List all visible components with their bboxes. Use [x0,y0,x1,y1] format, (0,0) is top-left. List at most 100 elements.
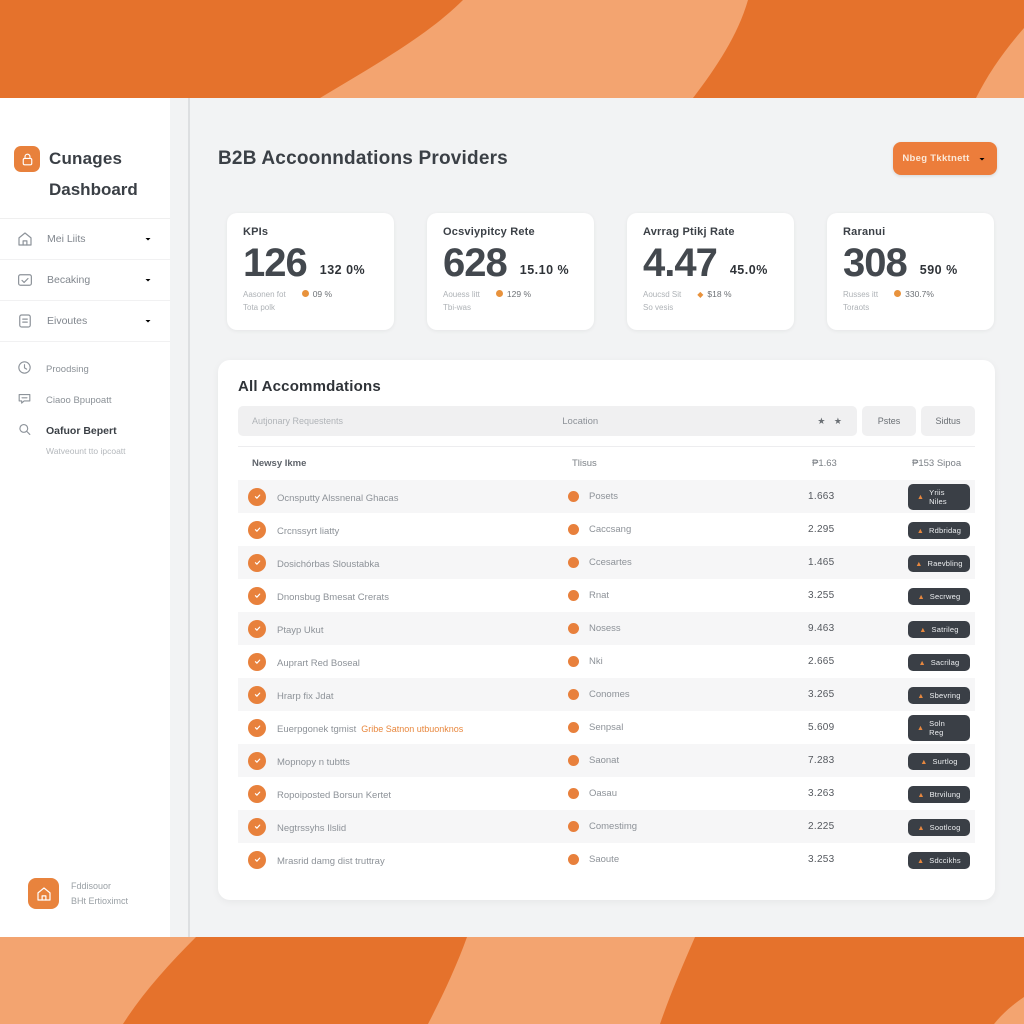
kpi-value: 308 [843,241,908,285]
accommodations-card: All Accommdations Autjonary Requestents … [218,360,995,900]
kpi-badge: 330.7% [894,288,934,299]
row-status-badge: ▲ Btrvilung [908,786,970,803]
kpi-badge: 09 % [301,288,332,299]
filter-main-segment[interactable]: Autjonary Requestents Location ★ ★ [238,406,857,436]
table-row[interactable]: Mopnopy n tubtts Saonat 7.283 ▲ Surtlog [238,744,975,777]
sidebar-secondary-item[interactable]: Oafuor Bepert Watveount tto ipcoatt [0,412,170,460]
flame-icon: ▲ [919,627,927,634]
flame-icon: ▲ [917,725,925,732]
kpi-badge-icon: ◆ [697,290,704,299]
kpi-cards: KPIs 126 132 0% Aasonen fot Tota polk 09… [227,213,994,330]
row-badge-text: Sootlcog [929,823,961,832]
check-icon [252,689,263,700]
secondary-item-icon [16,390,33,407]
row-badge-text: Soln Reg [929,718,945,737]
sidebar-nav-item[interactable]: Eivoutes [0,301,170,342]
row-name: Ptayp Ukut [277,624,324,636]
kpi-delta: 15.10 % [519,263,570,277]
status-dot-icon [568,854,579,865]
column-header-name[interactable]: Newsy Ikme [252,458,307,469]
table-header-row: Newsy Ikme Tlisus ₱1.63 ₱153 Sipoa [238,446,975,480]
kpi-subtext-line2: So vesis [643,303,674,312]
column-header-price[interactable]: ₱1.63 [812,458,837,469]
kpi-value: 126 [243,241,308,285]
status-dot-icon [568,557,579,568]
app-title-line1: Cunages [49,149,123,168]
row-status: Saoute [589,854,620,865]
house-icon [35,885,53,903]
table-row[interactable]: Dnonsbug Bmesat Crerats Rnat 3.255 ▲ Sec… [238,579,975,612]
sidebar-divider [0,218,170,219]
status-dot-icon [568,689,579,700]
secondary-item-subtext: Watveount tto ipcoatt [46,446,126,456]
kpi-card: Raranui 308 590 % Russes itt Toraots 330… [827,213,994,330]
filter-chip-rates[interactable]: Pstes [862,406,916,436]
row-avatar [248,685,266,704]
row-name: Ocnsputty Alssnenal Ghacas [277,492,399,504]
header-action-button[interactable]: Nbeg Tkktnett [893,142,997,175]
check-icon [252,821,263,832]
row-status-badge: ▲ Yriis Niles [908,483,970,510]
kpi-card: Avrrag Ptikj Rate 4.47 45.0% Aoucsd Sit … [627,213,794,330]
sidebar-nav-item[interactable]: Mei Liits [0,219,170,260]
sidebar-secondary-item[interactable]: Proodsing [0,350,170,381]
check-icon [252,524,263,535]
row-avatar [248,751,266,770]
row-status-badge: ▲ Rdbridag [908,522,970,539]
sidebar: Cunages Dashboard Mei Liits Becaking Eiv… [0,98,170,937]
row-badge-text: Surtlog [932,757,958,766]
kpi-subtext-line1: Russes itt [843,290,879,299]
row-price: 1.465 [808,557,835,568]
table-row[interactable]: Euerpgonek tgmist Gribe Satnon utbuonknos… [238,711,975,744]
table-row[interactable]: Ropoiposted Borsun Kertet Oasau 3.263 ▲ … [238,777,975,810]
row-status: Oasau [589,788,617,799]
status-dot-icon [568,524,579,535]
row-badge-text: Sacrilag [930,658,960,667]
table-row[interactable]: Mrasrid damg dist truttray Saoute 3.253 … [238,843,975,876]
column-header-status[interactable]: Tlisus [572,458,597,469]
nav-item-label: Becaking [47,274,91,286]
footer-line1: Fddisouor [71,880,112,891]
table-row[interactable]: Ocnsputty Alssnenal Ghacas Posets 1.663 … [238,480,975,513]
star-icons[interactable]: ★ ★ [817,415,845,426]
row-badge-text: Satrileg [931,625,959,634]
row-badge-text: Yriis Niles [929,487,947,506]
flame-icon: ▲ [915,561,923,568]
nav-item-icon [16,312,34,330]
status-dot-icon [568,755,579,766]
status-dot-icon [568,722,579,733]
filter-bar: Autjonary Requestents Location ★ ★ Pstes… [238,406,975,436]
sidebar-footer[interactable]: Fddisouor BHt Ertioximct [28,878,128,909]
chevron-down-icon[interactable] [142,315,154,327]
table-row[interactable]: Negtrssyhs Ilslid Comestimg 2.225 ▲ Soot… [238,810,975,843]
row-status: Ccesartes [589,557,632,568]
sidebar-secondary-item[interactable]: Ciaoo Bpupoatt [0,381,170,412]
check-icon [252,788,263,799]
kpi-badge-icon [495,289,503,299]
table-row[interactable]: Ptayp Ukut Nosess 9.463 ▲ Satrileg [238,612,975,645]
status-dot-icon [568,788,579,799]
chevron-down-icon[interactable] [142,274,154,286]
flame-icon: ▲ [917,693,925,700]
check-icon [252,755,263,766]
chevron-down-icon[interactable] [142,233,154,245]
row-name-link[interactable]: Gribe Satnon utbuonknos [361,723,464,734]
table-row[interactable]: Crcnssyrt liatty Caccsang 2.295 ▲ Rdbrid… [238,513,975,546]
kpi-badge-text: 330.7% [905,289,934,299]
table-row[interactable]: Hrarp fix Jdat Conomes 3.265 ▲ Sbevring [238,678,975,711]
filter-location-label[interactable]: Location [562,415,599,427]
row-price: 3.263 [808,788,835,799]
table-row[interactable]: Dosichórbas Sloustabka Ccesartes 1.465 ▲… [238,546,975,579]
filter-chip-status[interactable]: Sidtus [921,406,975,436]
row-status-badge: ▲ Sootlcog [908,819,970,836]
row-name: Auprart Red Boseal [277,657,360,669]
check-icon [252,854,263,865]
kpi-badge-icon [301,289,309,299]
row-price: 2.295 [808,524,835,535]
column-header-badge[interactable]: ₱153 Sipoa [912,458,962,469]
table-body: Ocnsputty Alssnenal Ghacas Posets 1.663 … [238,480,975,876]
row-avatar [248,586,266,605]
sidebar-nav-item[interactable]: Becaking [0,260,170,301]
row-status: Saonat [589,755,620,766]
table-row[interactable]: Auprart Red Boseal Nki 2.665 ▲ Sacrilag [238,645,975,678]
